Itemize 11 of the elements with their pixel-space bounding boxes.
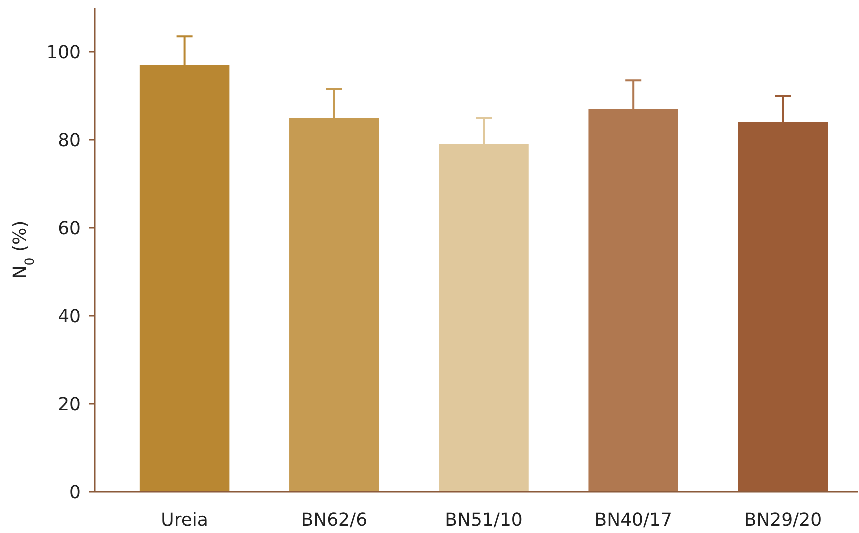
y-tick-label: 60	[58, 218, 81, 240]
y-tick-label: 100	[46, 42, 81, 64]
x-tick-label: BN40/17	[594, 510, 672, 531]
x-tick-label: BN62/6	[301, 510, 368, 531]
x-tick-label: BN51/10	[445, 510, 523, 531]
y-tick-label: 80	[58, 130, 81, 152]
y-tick-label: 0	[70, 482, 81, 504]
y-tick-label: 20	[58, 394, 81, 416]
x-tick-label: Ureia	[161, 510, 208, 531]
x-tick-label: BN29/20	[744, 510, 822, 531]
y-tick-label: 40	[58, 306, 81, 328]
